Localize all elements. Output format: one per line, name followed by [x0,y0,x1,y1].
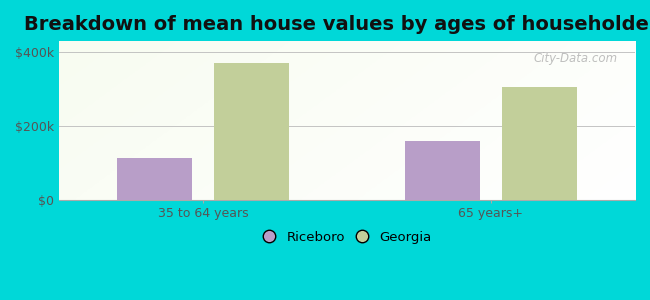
Bar [117,158,192,200]
Title: Breakdown of mean house values by ages of householders: Breakdown of mean house values by ages o… [24,15,650,34]
Bar [502,87,577,200]
Bar [214,63,289,200]
Legend: Riceboro, Georgia: Riceboro, Georgia [263,230,432,244]
Bar [405,141,480,200]
Text: City-Data.com: City-Data.com [534,52,618,65]
